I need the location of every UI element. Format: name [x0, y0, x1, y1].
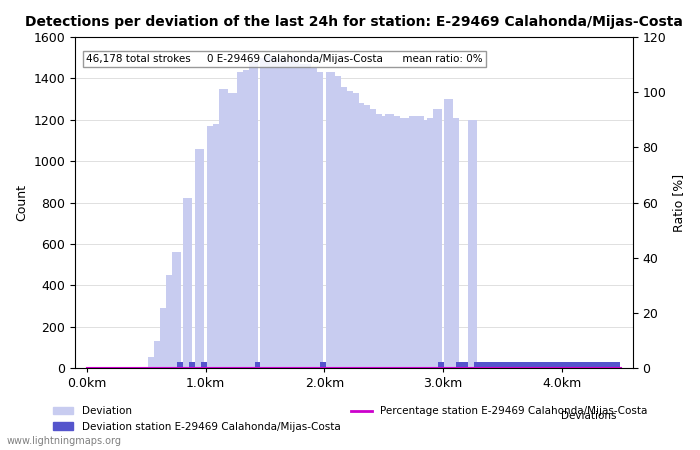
Bar — [290, 56, 299, 368]
Bar — [225, 93, 234, 368]
Bar — [237, 72, 246, 368]
Bar — [403, 118, 412, 368]
Bar — [551, 362, 560, 368]
Bar — [279, 58, 287, 368]
Bar — [480, 362, 489, 368]
Bar — [569, 362, 578, 368]
Bar — [172, 252, 181, 368]
Bar — [468, 120, 477, 368]
Y-axis label: Ratio [%]: Ratio [%] — [672, 174, 685, 232]
Bar — [498, 362, 507, 368]
Bar — [391, 116, 400, 368]
Y-axis label: Count: Count — [15, 184, 28, 221]
Bar — [510, 362, 519, 368]
Bar — [337, 87, 346, 368]
Bar — [581, 362, 590, 368]
Bar — [201, 362, 210, 368]
Text: 46,178 total strokes     0 E-29469 Calahonda/Mijas-Costa      mean ratio: 0%: 46,178 total strokes 0 E-29469 Calahonda… — [86, 54, 483, 63]
Bar — [272, 58, 281, 368]
Bar — [539, 362, 548, 368]
Bar — [522, 362, 531, 368]
Bar — [610, 362, 620, 368]
Bar — [575, 362, 584, 368]
Bar — [533, 362, 542, 368]
Bar — [219, 89, 228, 368]
Bar — [593, 362, 602, 368]
Bar — [557, 362, 566, 368]
Bar — [492, 362, 501, 368]
Bar — [426, 118, 435, 368]
Legend: Deviation, Deviation station E-29469 Calahonda/Mijas-Costa, Percentage station E: Deviation, Deviation station E-29469 Cal… — [48, 402, 652, 436]
Bar — [213, 124, 222, 368]
Bar — [486, 362, 495, 368]
Bar — [260, 58, 270, 368]
Bar — [397, 118, 406, 368]
Bar — [195, 149, 204, 368]
Bar — [433, 109, 442, 368]
Bar — [284, 62, 293, 368]
Bar — [243, 70, 252, 368]
Title: Detections per deviation of the last 24h for station: E-29469 Calahonda/Mijas-Co: Detections per deviation of the last 24h… — [25, 15, 683, 29]
Bar — [545, 362, 554, 368]
Bar — [598, 362, 608, 368]
Bar — [255, 362, 264, 368]
Bar — [349, 93, 358, 368]
Bar — [368, 109, 377, 368]
Bar — [231, 93, 240, 368]
Bar — [456, 362, 466, 368]
Bar — [160, 308, 169, 368]
Bar — [148, 356, 157, 368]
Bar — [421, 120, 430, 368]
Bar — [332, 76, 341, 368]
Bar — [587, 362, 596, 368]
Bar — [444, 99, 454, 368]
Bar — [207, 126, 216, 368]
Bar — [415, 116, 424, 368]
Bar — [379, 116, 389, 368]
Bar — [474, 362, 483, 368]
Bar — [154, 341, 162, 368]
Bar — [308, 68, 317, 368]
Bar — [450, 118, 459, 368]
Bar — [563, 362, 572, 368]
Bar — [189, 362, 198, 368]
Bar — [504, 362, 513, 368]
Bar — [314, 72, 323, 368]
Text: Deviations: Deviations — [561, 411, 616, 421]
Bar — [528, 362, 536, 368]
Bar — [320, 362, 329, 368]
Bar — [183, 198, 192, 368]
Bar — [302, 64, 311, 368]
Bar — [438, 362, 447, 368]
Bar — [462, 362, 471, 368]
Bar — [409, 116, 418, 368]
Bar — [385, 113, 394, 368]
Bar — [356, 104, 365, 368]
Bar — [177, 362, 186, 368]
Bar — [166, 275, 174, 368]
Bar — [516, 362, 524, 368]
Bar — [373, 113, 382, 368]
Text: www.lightningmaps.org: www.lightningmaps.org — [7, 436, 122, 446]
Bar — [361, 105, 370, 368]
Bar — [605, 362, 614, 368]
Bar — [248, 62, 258, 368]
Bar — [296, 64, 305, 368]
Bar — [267, 56, 275, 368]
Bar — [344, 91, 353, 368]
Bar — [326, 72, 335, 368]
